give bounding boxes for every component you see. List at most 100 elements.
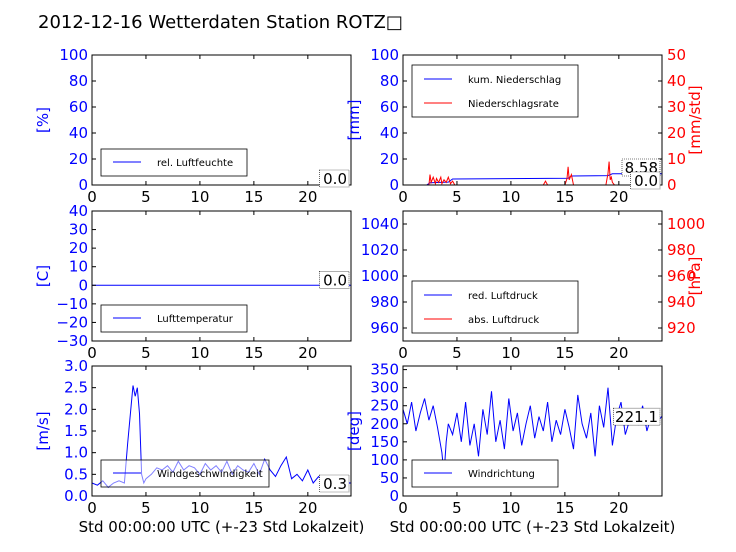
value-label-box <box>613 407 661 426</box>
x-tick-label: 15 <box>555 344 574 362</box>
y-tick-label: 1000 <box>361 267 399 285</box>
y-tick-label: 0.5 <box>64 465 88 483</box>
legend-label: rel. Luftfeuchte <box>157 158 233 169</box>
y-tick-label: 60 <box>69 98 88 116</box>
value-label-box <box>319 169 350 188</box>
x-tick-label: 15 <box>244 188 263 206</box>
y2-tick-label: 920 <box>667 319 696 337</box>
y2-tick-label: 40 <box>667 72 686 90</box>
legend-label: abs. Luftdruck <box>468 315 539 326</box>
y-tick-label: 100 <box>370 46 399 64</box>
y-tick-label: 0.0 <box>64 487 88 505</box>
x-tick-label: 15 <box>244 499 263 517</box>
plot-frame <box>91 210 352 342</box>
panel-windspeed: 0 5 10 15 20 0.0 0.5 1.0 1.5 2.0 2.5 3.0 [m/s] Std 00… <box>34 357 364 536</box>
x-tick-label: 20 <box>298 344 317 362</box>
y-axis-label: [deg] <box>345 411 363 451</box>
panel-temperature: 0 5 10 15 20−30−20−10010203040[C]Lufttempera… <box>34 202 352 362</box>
x-tick-label: 10 <box>501 499 520 517</box>
y-tick-label: 1020 <box>361 241 399 259</box>
y-tick-label: −20 <box>56 313 88 331</box>
y-tick-label: 100 <box>370 451 399 469</box>
y-tick-label: 60 <box>380 98 399 116</box>
x-tick-label: 20 <box>609 344 628 362</box>
legend-box <box>411 280 579 334</box>
y2-tick-label: 10 <box>667 150 686 168</box>
y-tick-label: 960 <box>370 319 399 337</box>
x-tick-label: 15 <box>555 188 574 206</box>
legend: rel. Luftfeuchte <box>100 148 248 177</box>
y2-tick-label: 30 <box>667 98 686 116</box>
y-tick-label: 20 <box>69 150 88 168</box>
x-tick-label: 5 <box>452 499 462 517</box>
y-tick-label: 2.5 <box>64 379 88 397</box>
y-tick-label: 1040 <box>361 215 399 233</box>
value-label: 0.0 <box>323 170 347 188</box>
y-tick-label: 300 <box>370 379 399 397</box>
y-tick-label: 80 <box>69 72 88 90</box>
x-tick-label: 5 <box>141 188 151 206</box>
figure-title: 2012-12-16 Wetterdaten Station ROTZ□ <box>38 12 403 33</box>
value-label: 221.1 <box>615 408 658 426</box>
legend: kum. Niederschlag Niederschlagsrate <box>411 64 579 118</box>
x-tick-label: 0 <box>87 188 97 206</box>
legend: Windgeschwindigkeit <box>100 459 270 488</box>
y-tick-label: 40 <box>69 202 88 220</box>
plot-frame <box>91 54 352 186</box>
panel-precipitation: 0 5 10 15 20 0 20 40 60 80 100 0 10 20 30 40 50 [mm] [mm/s… <box>345 46 704 206</box>
y-axis-label: [m/s] <box>34 411 52 450</box>
x-tick-label: 20 <box>298 499 317 517</box>
y-axis-label: [%] <box>34 107 52 133</box>
y-tick-label: 40 <box>380 124 399 142</box>
x-axis-label: Std 00:00:00 UTC (+-23 Std Lokalzeit) <box>79 518 365 536</box>
x-tick-label: 15 <box>555 499 574 517</box>
legend: Windrichtung <box>411 459 559 488</box>
y-tick-label: 0 <box>389 176 399 194</box>
value-label-2-box <box>630 171 661 190</box>
y-tick-label: 100 <box>59 46 88 64</box>
y2-tick-label: 50 <box>667 46 686 64</box>
y-tick-label: 250 <box>370 397 399 415</box>
x-tick-label: 5 <box>452 344 462 362</box>
y-tick-label: 10 <box>69 258 88 276</box>
x-tick-label: 0 <box>398 499 408 517</box>
y-tick-label: 350 <box>370 361 399 379</box>
value-label-2: 0.0 <box>634 172 658 190</box>
y-tick-label: 0 <box>78 276 88 294</box>
legend: red. Luftdruck abs. Luftdruck <box>411 280 579 334</box>
y-axis-label: [C] <box>34 265 52 287</box>
x-tick-label: 5 <box>452 188 462 206</box>
x-tick-label: 0 <box>87 499 97 517</box>
y-tick-label: 200 <box>370 415 399 433</box>
y-tick-label: 3.0 <box>64 357 88 375</box>
x-tick-label: 15 <box>244 344 263 362</box>
y2-tick-label: 960 <box>667 267 696 285</box>
legend-label: Niederschlagsrate <box>468 99 559 110</box>
plot-frame <box>402 365 663 497</box>
legend-label: Lufttemperatur <box>157 314 234 325</box>
x-axis-label: Std 00:00:00 UTC (+-23 Std Lokalzeit) <box>390 518 676 536</box>
plot-frame <box>402 54 663 186</box>
x-tick-label: 20 <box>609 188 628 206</box>
panel-humidity: 0 5 10 15 20 0 20 40 60 80 100 [%] rel. Luftfeuchte 0… <box>34 46 352 206</box>
value-label-box <box>319 474 350 493</box>
y-tick-label: 80 <box>380 72 399 90</box>
x-tick-label: 20 <box>609 499 628 517</box>
y-tick-label: 40 <box>69 124 88 142</box>
legend-box <box>411 64 579 118</box>
y-axis-label: [mm] <box>345 100 363 141</box>
y-tick-label: 1.5 <box>64 422 88 440</box>
y-tick-label: 50 <box>380 469 399 487</box>
y2-tick-label: 1000 <box>667 215 705 233</box>
y2-tick-label: 20 <box>667 124 686 142</box>
y-tick-label: 30 <box>69 221 88 239</box>
y2-tick-label: 980 <box>667 241 696 259</box>
value-label: 0.3 <box>323 475 347 493</box>
x-tick-label: 10 <box>501 188 520 206</box>
y-tick-label: 20 <box>380 150 399 168</box>
x-tick-label: 10 <box>501 344 520 362</box>
x-tick-label: 10 <box>190 499 209 517</box>
legend-label: Windrichtung <box>468 469 535 480</box>
